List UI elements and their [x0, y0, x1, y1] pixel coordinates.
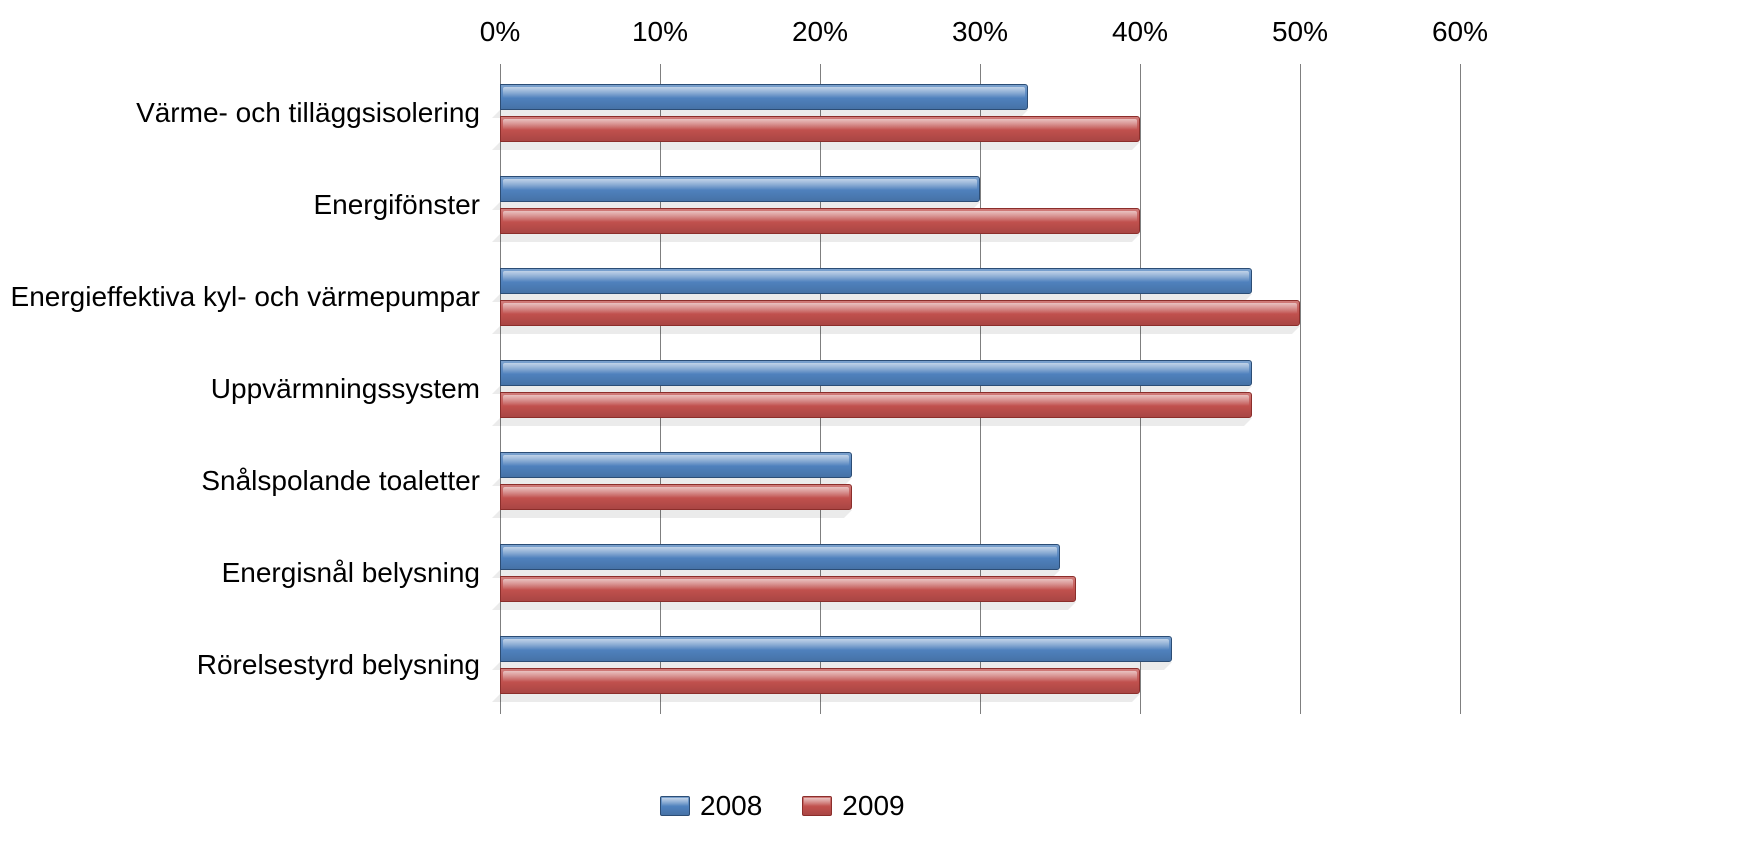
category-label: Rörelsestyrd belysning [197, 649, 480, 681]
x-axis-tick-label: 0% [480, 16, 520, 48]
bar [500, 208, 1140, 234]
legend-label: 2008 [700, 790, 762, 822]
bar [500, 360, 1252, 386]
bar [500, 668, 1140, 694]
x-axis-tick-label: 50% [1272, 16, 1328, 48]
bar [500, 636, 1172, 662]
legend-swatch [660, 796, 690, 816]
bar [500, 452, 852, 478]
bar [500, 116, 1140, 142]
legend-swatch [802, 796, 832, 816]
legend-label: 2009 [842, 790, 904, 822]
x-axis-tick-label: 40% [1112, 16, 1168, 48]
bar [500, 176, 980, 202]
legend-item: 2009 [802, 790, 904, 822]
legend: 2008 2009 [660, 790, 905, 822]
bar [500, 484, 852, 510]
x-axis-tick-label: 60% [1432, 16, 1488, 48]
bar [500, 392, 1252, 418]
gridline [1300, 64, 1301, 714]
bar [500, 300, 1300, 326]
category-label: Värme- och tilläggsisolering [136, 97, 480, 129]
x-axis-tick-label: 30% [952, 16, 1008, 48]
bar [500, 84, 1028, 110]
category-label: Energisnål belysning [222, 557, 480, 589]
gridline [1460, 64, 1461, 714]
category-label: Snålspolande toaletter [201, 465, 480, 497]
bar [500, 576, 1076, 602]
x-axis-tick-label: 10% [632, 16, 688, 48]
chart: Värme- och tilläggsisolering Energifönste… [0, 0, 1755, 852]
x-axis-tick-label: 20% [792, 16, 848, 48]
category-label: Energifönster [313, 189, 480, 221]
plot-area: Värme- och tilläggsisoleringEnergifönste… [500, 64, 1460, 714]
category-label: Uppvärmningssystem [211, 373, 480, 405]
bar [500, 544, 1060, 570]
category-label: Energieffektiva kyl- och värmepumpar [11, 281, 480, 313]
legend-item: 2008 [660, 790, 762, 822]
bar [500, 268, 1252, 294]
